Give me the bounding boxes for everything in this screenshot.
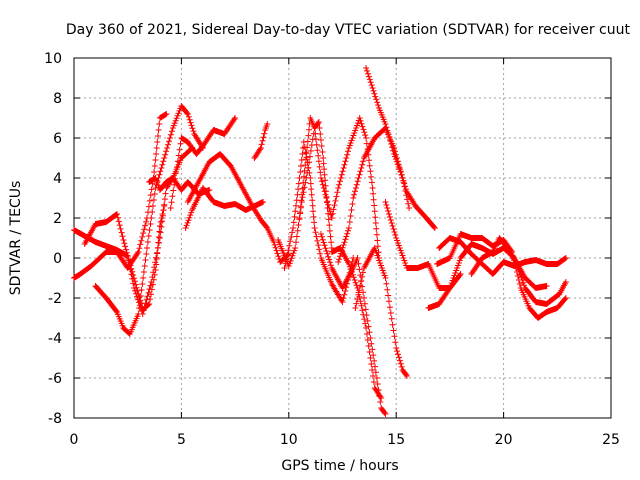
series-sat-l: [296, 115, 382, 261]
series-markers: [92, 103, 206, 337]
y-tick-label: 6: [53, 131, 62, 147]
series-markers: [363, 65, 438, 231]
y-tick-label: 10: [44, 51, 62, 67]
series-sat-r: [382, 199, 464, 291]
y-tick-label: -2: [48, 291, 62, 307]
x-tick-label: 25: [602, 432, 620, 448]
series-markers: [425, 241, 550, 311]
series-markers: [81, 145, 196, 317]
axis-ticks: [73, 57, 612, 419]
series-sat-c: [81, 145, 196, 317]
series-sat-s: [425, 241, 550, 311]
y-tick-label: -8: [48, 411, 62, 427]
y-tick-labels: -8 -6 -4 -2 0 2 4 6 8 10: [44, 51, 62, 427]
x-tick-label: 5: [177, 432, 186, 448]
series-sat-p: [352, 245, 410, 379]
series-sat-m: [318, 231, 389, 417]
series-sat-k: [281, 139, 357, 305]
x-tick-label: 20: [495, 432, 513, 448]
series-markers: [281, 139, 357, 305]
x-axis-label: GPS time / hours: [281, 458, 398, 474]
y-tick-label: -4: [48, 331, 62, 347]
y-tick-label: 0: [53, 251, 62, 267]
series-sat-f: [167, 115, 239, 211]
x-tick-label: 0: [70, 432, 79, 448]
series-markers: [382, 199, 464, 291]
series-sat-o: [335, 125, 413, 265]
series-markers: [468, 235, 569, 307]
x-tick-labels: 0 5 10 15 20 25: [70, 432, 620, 448]
x-tick-label: 10: [280, 432, 298, 448]
series-markers: [146, 175, 213, 197]
grid: [74, 58, 611, 418]
y-tick-label: 8: [53, 91, 62, 107]
series-markers: [335, 125, 413, 265]
series-sat-h: [184, 151, 292, 265]
y-tick-label: -6: [48, 371, 62, 387]
series-sat-b: [71, 111, 170, 281]
x-tick-label: 15: [387, 432, 405, 448]
y-axis-label: SDTVAR / TECUs: [8, 181, 24, 296]
series-markers: [167, 115, 239, 211]
series-markers: [352, 245, 410, 379]
series-sat-q: [363, 65, 438, 231]
series-sat-e: [146, 175, 213, 197]
plot-frame: [73, 57, 612, 419]
series-sat-i: [251, 121, 271, 161]
series-markers: [71, 111, 170, 281]
series-markers: [318, 231, 389, 417]
series-sat-d: [92, 103, 206, 337]
series-markers: [184, 151, 292, 265]
data-marks: [71, 65, 569, 417]
y-tick-label: 4: [53, 171, 62, 187]
y-tick-label: 2: [53, 211, 62, 227]
series-markers: [251, 121, 271, 161]
series-markers: [296, 115, 382, 261]
series-sat-v: [468, 235, 569, 307]
chart-title: Day 360 of 2021, Sidereal Day-to-day VTE…: [66, 22, 631, 38]
